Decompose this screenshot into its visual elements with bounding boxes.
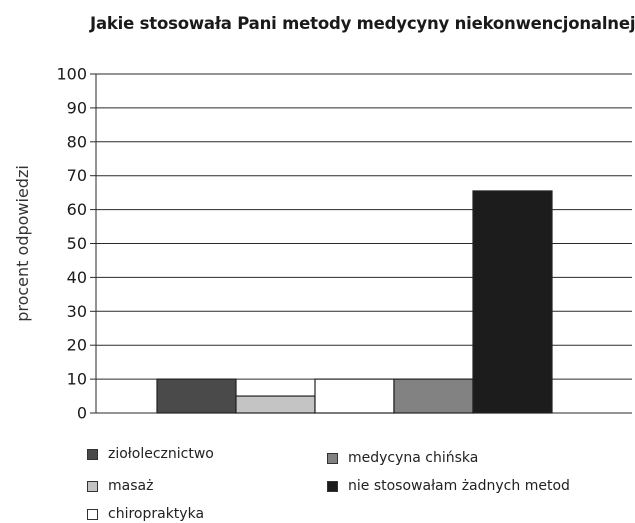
legend-item-ziololecznictwo: ziołolecznictwo (87, 446, 214, 462)
legend-item-chiropraktyka: chiropraktyka (87, 506, 204, 522)
y-tick-label: 50 (67, 234, 87, 253)
bar (314, 378, 395, 414)
legend-item-medycyna-chinska: medycyna chińska (327, 450, 478, 466)
y-tick-label: 0 (77, 404, 87, 423)
legend-label: masaż (108, 478, 154, 494)
legend-swatch (87, 448, 98, 460)
legend-swatch (327, 452, 338, 464)
y-tick-label: 20 (67, 336, 87, 355)
legend-swatch (87, 508, 98, 520)
legend-swatch (327, 480, 338, 492)
legend-item-nie-stosowalam: nie stosowałam żadnych metod (327, 478, 570, 494)
y-tick-label: 100 (56, 65, 87, 84)
y-tick-label: 30 (67, 302, 87, 321)
legend-swatch (87, 480, 98, 492)
bar (156, 378, 237, 414)
y-tick-label: 80 (67, 132, 87, 151)
legend-label: nie stosowałam żadnych metod (348, 478, 570, 494)
y-tick-label: 10 (67, 370, 87, 389)
chart-title: Jakie stosowała Pani metody medycyny nie… (90, 14, 635, 33)
legend-label: medycyna chińska (348, 450, 479, 466)
legend-label: chiropraktyka (108, 506, 205, 522)
y-tick-label: 70 (67, 166, 87, 185)
legend-item-masaz: masaż (87, 478, 153, 494)
legend-label: ziołolecznictwo (108, 446, 214, 462)
y-tick-label: 40 (67, 268, 87, 287)
bar (235, 395, 316, 414)
bar (472, 190, 553, 414)
y-tick-label: 60 (67, 200, 87, 219)
y-axis-label: procent odpowiedzi (13, 165, 32, 322)
y-tick-label: 90 (67, 98, 87, 117)
bar (393, 378, 474, 414)
